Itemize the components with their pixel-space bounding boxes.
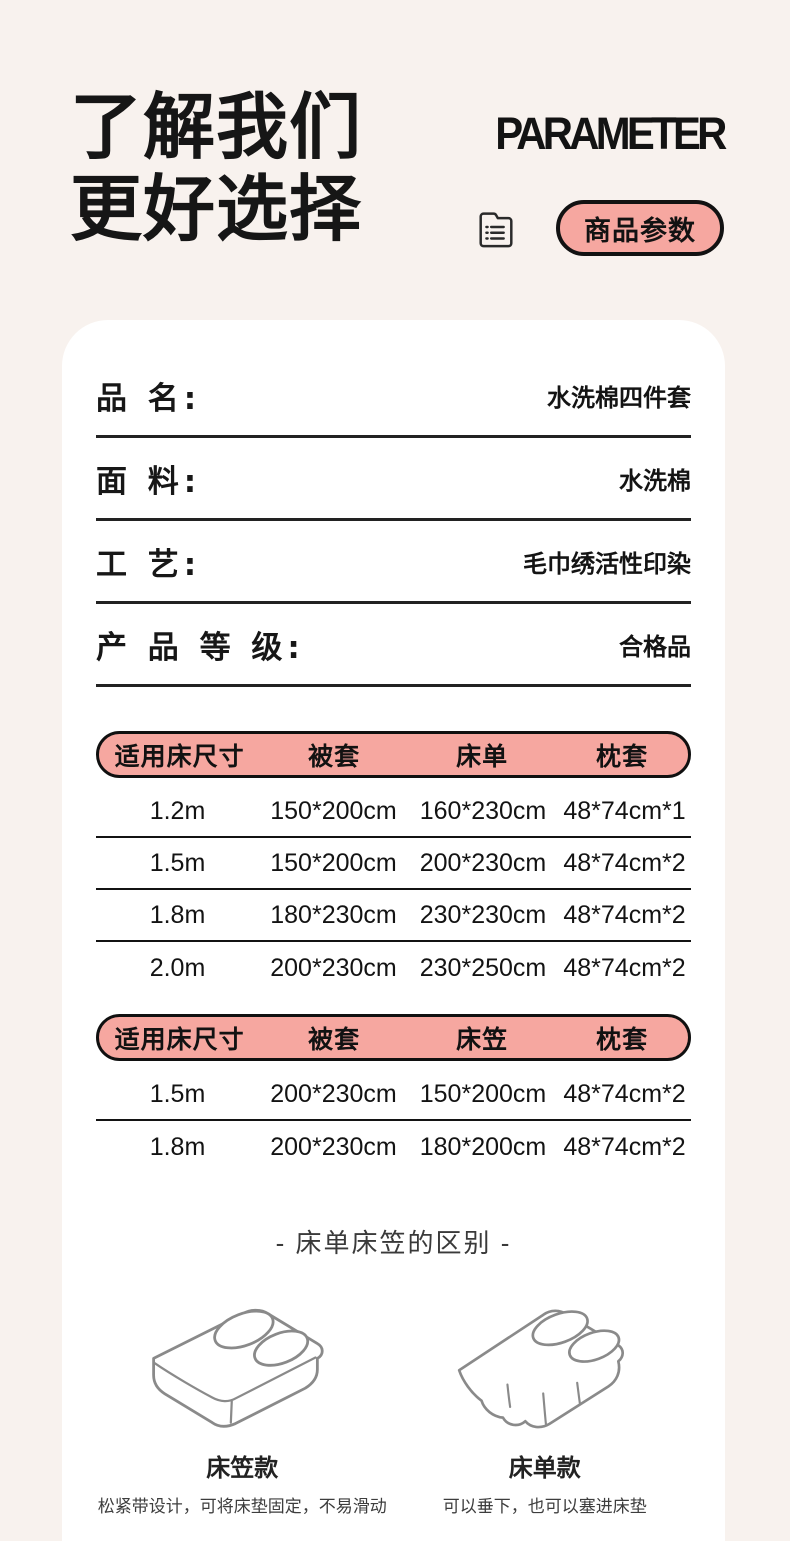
size-table-fitted-header: 适用床尺寸 被套 床笠 枕套 xyxy=(96,1014,691,1061)
spec-value: 毛巾绣活性印染 xyxy=(523,550,691,578)
cell: 48*74cm*2 xyxy=(563,848,686,877)
cell: 200*230cm xyxy=(270,1079,397,1108)
folder-list-icon xyxy=(474,205,518,251)
cell: 230*230cm xyxy=(419,900,547,929)
cell: 2.0m xyxy=(149,953,206,982)
col-header: 被套 xyxy=(308,1024,361,1054)
cell: 200*230cm xyxy=(419,848,547,877)
flat-sheet-bed-illustration xyxy=(433,1288,657,1440)
cell: 1.5m xyxy=(149,848,206,877)
cell: 150*200cm xyxy=(270,848,397,877)
spec-value: 合格品 xyxy=(619,633,691,661)
cell: 150*200cm xyxy=(419,1079,547,1108)
spec-list: 品 名: 水洗棉四件套 面 料: 水洗棉 工 艺: 毛巾绣活性印染 产 品 等 … xyxy=(96,355,691,687)
illustration-caption: 床单款 xyxy=(508,1454,581,1482)
spec-row-craft: 工 艺: 毛巾绣活性印染 xyxy=(96,521,691,604)
col-header: 枕套 xyxy=(596,741,649,771)
cell: 150*200cm xyxy=(270,796,397,825)
spec-label: 品 名: xyxy=(96,380,202,417)
parameter-card: 品 名: 水洗棉四件套 面 料: 水洗棉 工 艺: 毛巾绣活性印染 产 品 等 … xyxy=(62,320,725,1541)
illustration-caption: 床笠款 xyxy=(206,1454,279,1482)
cell: 48*74cm*2 xyxy=(563,1132,686,1161)
comparison-item-flat: 床单款 可以垂下，也可以塞进床垫 xyxy=(399,1288,692,1517)
size-table-sheet-rows: 1.2m 150*200cm 160*230cm 48*74cm*1 1.5m … xyxy=(96,786,691,994)
col-header: 被套 xyxy=(308,741,361,771)
col-header: 床笠 xyxy=(456,1024,509,1054)
comparison-item-fitted: 床笠款 松紧带设计，可将床垫固定，不易滑动 xyxy=(96,1288,389,1517)
spec-row-name: 品 名: 水洗棉四件套 xyxy=(96,355,691,438)
cell: 1.5m xyxy=(149,1079,206,1108)
table-row: 1.5m 200*230cm 150*200cm 48*74cm*2 xyxy=(96,1069,691,1121)
cell: 230*250cm xyxy=(419,953,547,982)
page-title-line2: 更好选择 xyxy=(70,167,363,251)
product-parameter-badge: 商品参数 xyxy=(556,200,724,256)
badge-row: 商品参数 xyxy=(474,200,724,256)
cell: 200*230cm xyxy=(270,953,397,982)
table-row: 2.0m 200*230cm 230*250cm 48*74cm*2 xyxy=(96,942,691,994)
cell: 48*74cm*2 xyxy=(563,1079,686,1108)
fitted-sheet-bed-illustration xyxy=(135,1288,349,1440)
spec-value: 水洗棉 xyxy=(619,467,691,495)
comparison-title: - 床单床笠的区别 - xyxy=(275,1228,512,1258)
table-row: 1.8m 200*230cm 180*200cm 48*74cm*2 xyxy=(96,1121,691,1173)
cell: 180*230cm xyxy=(270,900,397,929)
spec-row-grade: 产 品 等 级: 合格品 xyxy=(96,604,691,687)
cell: 48*74cm*2 xyxy=(563,953,686,982)
col-header: 枕套 xyxy=(596,1024,649,1054)
parameter-heading: PARAMETER xyxy=(495,108,728,159)
illustration-note: 可以垂下，也可以塞进床垫 xyxy=(442,1497,647,1516)
cell: 200*230cm xyxy=(270,1132,397,1161)
cell: 48*74cm*2 xyxy=(563,900,686,929)
cell: 1.8m xyxy=(149,1132,206,1161)
col-header: 适用床尺寸 xyxy=(114,741,245,771)
page-title-line1: 了解我们 xyxy=(70,85,363,169)
table-row: 1.2m 150*200cm 160*230cm 48*74cm*1 xyxy=(96,786,691,838)
cell: 1.2m xyxy=(149,796,206,825)
col-header: 适用床尺寸 xyxy=(114,1024,245,1054)
col-header: 床单 xyxy=(456,741,509,771)
spec-row-fabric: 面 料: 水洗棉 xyxy=(96,438,691,521)
spec-label: 面 料: xyxy=(96,463,202,500)
cell: 48*74cm*1 xyxy=(563,796,686,825)
page-title: 了解我们 更好选择 xyxy=(70,86,362,250)
cell: 160*230cm xyxy=(419,796,547,825)
size-table-fitted-rows: 1.5m 200*230cm 150*200cm 48*74cm*2 1.8m … xyxy=(96,1069,691,1173)
illustration-note: 松紧带设计，可将床垫固定，不易滑动 xyxy=(97,1497,387,1516)
comparison-grid: 床笠款 松紧带设计，可将床垫固定，不易滑动 床单款 可以垂下，也可以塞进床垫 xyxy=(96,1288,691,1517)
spec-label: 产 品 等 级: xyxy=(96,629,305,666)
spec-value: 水洗棉四件套 xyxy=(547,384,691,412)
cell: 180*200cm xyxy=(419,1132,547,1161)
table-row: 1.5m 150*200cm 200*230cm 48*74cm*2 xyxy=(96,838,691,890)
cell: 1.8m xyxy=(149,900,206,929)
spec-label: 工 艺: xyxy=(96,546,202,583)
size-table-sheet-header: 适用床尺寸 被套 床单 枕套 xyxy=(96,731,691,778)
table-row: 1.8m 180*230cm 230*230cm 48*74cm*2 xyxy=(96,890,691,942)
